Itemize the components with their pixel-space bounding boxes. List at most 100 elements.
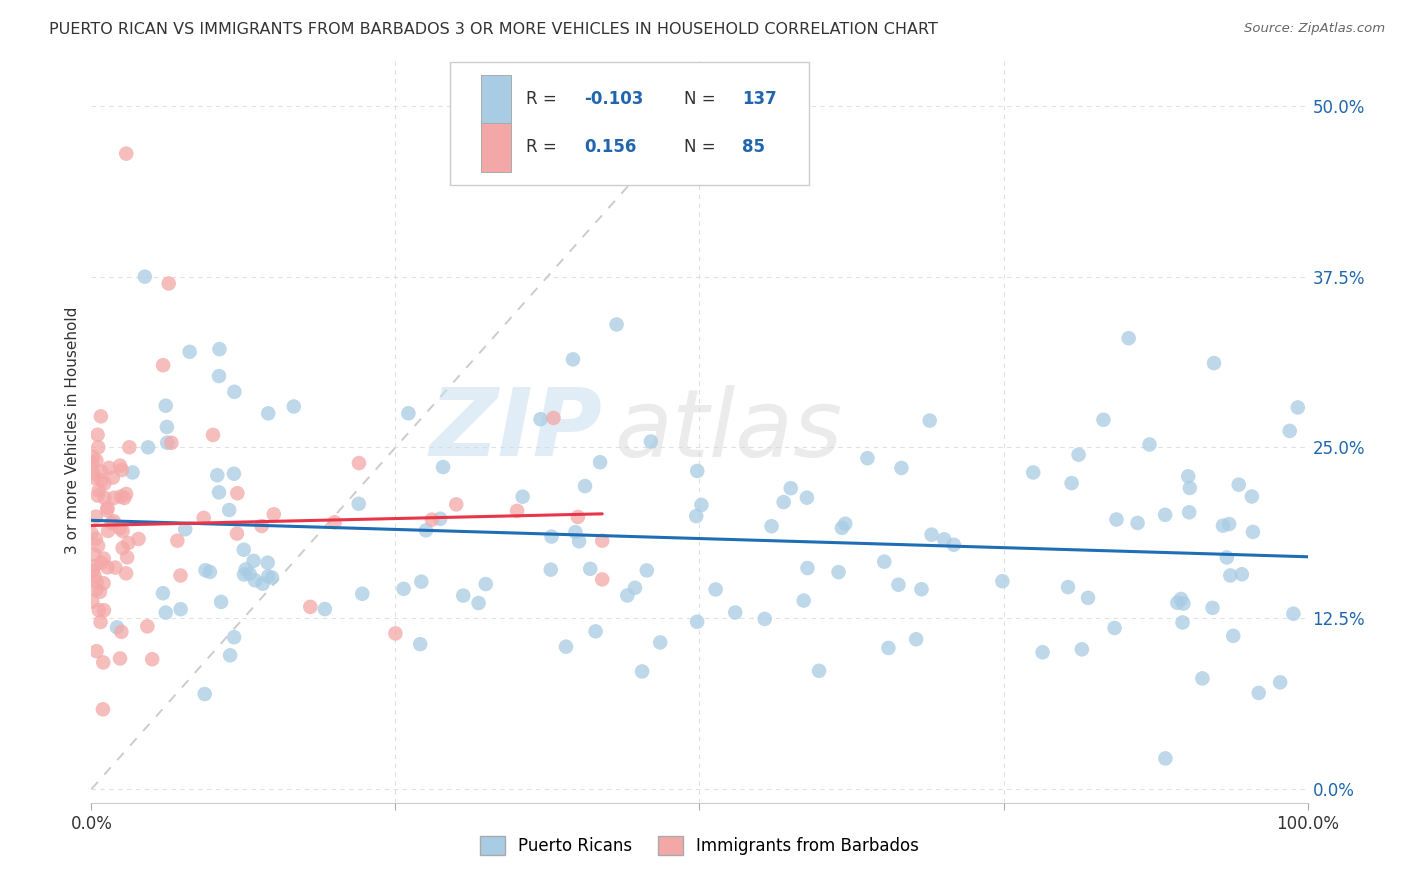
Point (87, 603, 110, 617)
Point (111, 541, 134, 555)
Text: -0.103: -0.103 (583, 90, 644, 108)
Point (222, 467, 245, 481)
Point (1067, 448, 1090, 462)
Point (772, 495, 794, 509)
Text: 85: 85 (742, 138, 765, 156)
Point (108, 521, 131, 535)
Point (101, 470, 124, 484)
Point (1270, 675, 1292, 690)
Point (411, 574, 433, 589)
Point (793, 593, 815, 607)
Point (232, 542, 254, 557)
Point (198, 565, 221, 579)
Point (686, 615, 709, 629)
Point (555, 640, 578, 654)
Point (86, 427, 108, 442)
Point (724, 606, 747, 620)
Point (155, 606, 177, 620)
Point (115, 146, 138, 161)
Point (873, 555, 896, 569)
Point (84, 509, 107, 524)
Point (1118, 331, 1140, 345)
Point (574, 479, 596, 493)
Point (283, 400, 305, 414)
Point (224, 630, 246, 644)
FancyBboxPatch shape (481, 123, 510, 171)
Point (991, 574, 1014, 589)
Point (1173, 597, 1195, 611)
Text: PUERTO RICAN VS IMMIGRANTS FROM BARBADOS 3 OR MORE VEHICLES IN HOUSEHOLD CORRELA: PUERTO RICAN VS IMMIGRANTS FROM BARBADOS… (49, 22, 938, 37)
Point (429, 512, 451, 526)
Point (83, 548, 105, 562)
Point (934, 533, 956, 547)
Text: ZIP: ZIP (429, 384, 602, 476)
Point (166, 533, 188, 548)
Point (104, 560, 127, 574)
Point (1070, 642, 1092, 657)
Point (1219, 568, 1241, 582)
Point (624, 581, 647, 595)
Point (1216, 550, 1239, 565)
Point (83, 559, 105, 574)
Point (115, 550, 138, 565)
Point (86, 644, 108, 658)
Point (136, 440, 159, 454)
Point (141, 652, 163, 666)
Point (91, 656, 114, 670)
Point (796, 561, 818, 575)
Point (467, 596, 489, 610)
Point (562, 352, 585, 367)
FancyBboxPatch shape (481, 75, 510, 123)
Point (90, 409, 112, 424)
Point (118, 440, 141, 454)
Point (242, 554, 264, 568)
Text: R =: R = (526, 138, 561, 156)
Point (108, 651, 131, 665)
Point (115, 487, 138, 501)
Point (152, 358, 174, 372)
Point (121, 466, 143, 480)
Point (155, 399, 177, 413)
Point (202, 428, 225, 442)
Point (640, 434, 662, 449)
Point (83, 569, 105, 583)
Point (93, 491, 115, 505)
Point (831, 521, 853, 535)
Point (250, 519, 273, 533)
Point (115, 566, 138, 581)
Point (432, 460, 454, 475)
Point (82, 467, 104, 481)
Point (1202, 356, 1225, 370)
Point (1286, 401, 1309, 415)
Point (1278, 424, 1301, 438)
Point (921, 527, 943, 541)
Point (90, 556, 112, 570)
Point (299, 599, 322, 614)
Point (1178, 481, 1201, 495)
Point (218, 503, 240, 517)
Point (1177, 469, 1199, 483)
Point (606, 318, 628, 332)
Point (1171, 615, 1194, 630)
Point (86, 488, 108, 502)
Point (103, 514, 125, 528)
Point (1105, 512, 1128, 526)
Point (1222, 629, 1244, 643)
Point (260, 571, 283, 585)
Point (90, 465, 112, 479)
Point (1166, 596, 1188, 610)
Point (1060, 476, 1083, 491)
Point (93, 603, 115, 617)
Point (905, 632, 928, 647)
Point (512, 490, 534, 504)
Point (323, 516, 346, 530)
Point (219, 648, 242, 663)
Point (686, 464, 709, 478)
Point (1126, 516, 1149, 530)
Point (152, 586, 174, 600)
Point (451, 589, 474, 603)
Point (257, 406, 280, 420)
Point (1241, 524, 1264, 539)
Point (1191, 672, 1213, 686)
Text: Source: ZipAtlas.com: Source: ZipAtlas.com (1244, 22, 1385, 36)
